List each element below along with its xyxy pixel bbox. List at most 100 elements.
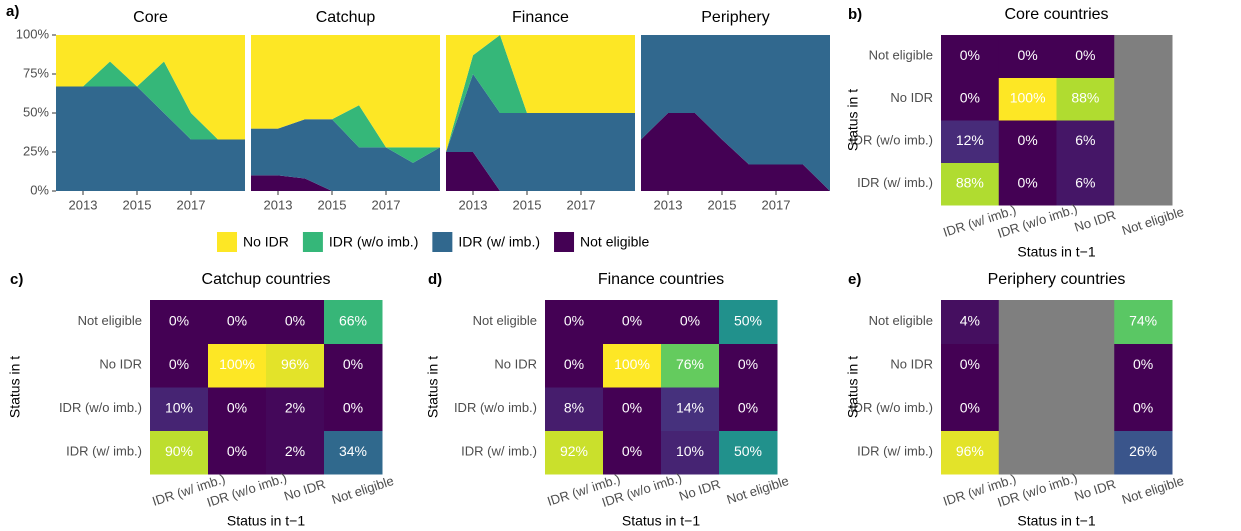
cell-label: 2%	[285, 399, 305, 415]
cell	[941, 387, 1000, 431]
cell-label: 26%	[1129, 443, 1157, 459]
cell-label: 90%	[165, 443, 193, 459]
na-cell	[1114, 35, 1173, 78]
cell	[661, 300, 720, 344]
cell	[266, 300, 325, 344]
x-axis-label: Status in t−1	[227, 513, 305, 529]
x-category-label: No IDR	[677, 476, 722, 503]
y-axis-label: Status in t	[845, 356, 861, 418]
facet-title: Catchup	[316, 9, 376, 26]
cell-label: 0%	[227, 399, 247, 415]
cell	[661, 343, 720, 388]
cell	[603, 430, 662, 475]
cell-label: 66%	[339, 312, 367, 328]
cell-label: 0%	[622, 399, 642, 415]
y-category-label: IDR (w/ imb.)	[857, 175, 933, 190]
cell-label: 92%	[560, 443, 588, 459]
cell-label: 96%	[281, 356, 309, 372]
cell	[603, 343, 662, 388]
cell-label: 0%	[169, 312, 189, 328]
legend-label: IDR (w/ imb.)	[458, 234, 540, 250]
cell	[941, 162, 1000, 206]
x-category-label: No IDR	[1072, 476, 1117, 503]
x-axis-label: Status in t−1	[1017, 244, 1095, 260]
x-tick-label: 2015	[513, 197, 542, 212]
y-tick-label: 100%	[16, 26, 50, 41]
cell	[545, 387, 604, 431]
cell-label: 100%	[219, 356, 255, 372]
area	[251, 119, 440, 191]
chart-title: Catchup countries	[202, 271, 331, 288]
y-tick-label: 75%	[23, 65, 49, 80]
area	[641, 35, 830, 191]
y-category-label: IDR (w/o imb.)	[850, 400, 933, 415]
area	[56, 86, 245, 191]
y-tick-label: 0%	[30, 182, 49, 197]
na-cell	[1056, 343, 1115, 388]
cell-label: 8%	[564, 399, 584, 415]
x-category-label: Not eligible	[1120, 473, 1186, 507]
x-tick-label: 2013	[69, 197, 98, 212]
y-category-label: Not eligible	[869, 48, 933, 63]
y-category-label: No IDR	[99, 357, 142, 372]
cell-label: 14%	[676, 399, 704, 415]
cell	[545, 430, 604, 475]
y-category-label: IDR (w/ imb.)	[857, 444, 933, 459]
cell-label: 0%	[564, 312, 584, 328]
cell-label: 2%	[285, 443, 305, 459]
chart-title: Finance countries	[598, 271, 724, 288]
y-category-label: No IDR	[494, 357, 537, 372]
legend-key	[554, 232, 575, 252]
x-category-label: Not eligible	[725, 473, 791, 507]
cell	[661, 387, 720, 431]
cell	[208, 430, 267, 475]
area	[56, 35, 245, 140]
y-category-label: IDR (w/o imb.)	[454, 400, 537, 415]
cell	[998, 120, 1057, 163]
cell	[603, 300, 662, 344]
cell	[545, 343, 604, 388]
y-category-label: IDR (w/o imb.)	[59, 400, 142, 415]
cell	[1114, 343, 1173, 388]
cell-label: 0%	[622, 443, 642, 459]
cell	[324, 387, 383, 431]
cell	[1114, 387, 1173, 431]
cell	[1056, 120, 1115, 163]
cell	[941, 343, 1000, 388]
na-cell	[998, 300, 1057, 344]
cell-label: 50%	[734, 443, 762, 459]
cell-label: 50%	[734, 312, 762, 328]
cell	[719, 430, 778, 475]
facet-title: Periphery	[701, 9, 769, 26]
y-category-label: Not eligible	[473, 313, 537, 328]
cell-label: 0%	[1133, 356, 1153, 372]
x-category-label: Not eligible	[1120, 204, 1186, 238]
cell-label: 12%	[956, 132, 984, 148]
cell-label: 100%	[1010, 89, 1046, 105]
area	[446, 35, 635, 152]
na-cell	[1056, 387, 1115, 431]
cell-label: 34%	[339, 443, 367, 459]
x-tick-label: 2013	[459, 197, 488, 212]
legend-key	[217, 232, 237, 252]
cell-label: 4%	[960, 312, 980, 328]
cell	[150, 300, 209, 344]
cell	[998, 77, 1057, 121]
cell-label: 0%	[960, 89, 980, 105]
cell	[941, 430, 1000, 475]
chart-title: Periphery countries	[988, 271, 1126, 288]
cell-label: 6%	[1075, 132, 1095, 148]
cell-label: 0%	[227, 443, 247, 459]
cell-label: 0%	[738, 356, 758, 372]
y-category-label: IDR (w/ imb.)	[66, 444, 142, 459]
cell	[941, 120, 1000, 163]
y-category-label: Not eligible	[78, 313, 142, 328]
y-category-label: No IDR	[890, 357, 933, 372]
cell-label: 0%	[285, 312, 305, 328]
panel-label: e)	[848, 271, 861, 288]
cell-label: 0%	[1075, 47, 1095, 63]
y-axis-label: Status in t	[845, 89, 861, 151]
cell-label: 0%	[738, 399, 758, 415]
cell	[719, 343, 778, 388]
